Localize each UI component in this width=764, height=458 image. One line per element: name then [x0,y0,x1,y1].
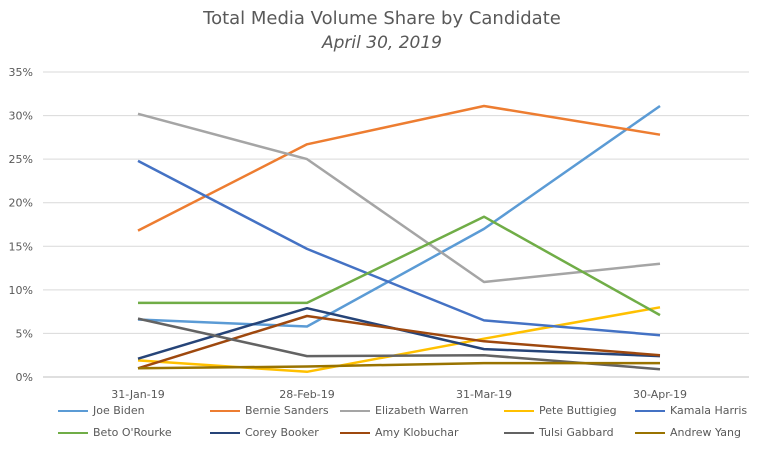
legend-label: Tulsi Gabbard [539,426,614,439]
series-line-kamala-harris [137,159,661,337]
legend-label: Amy Klobuchar [375,426,459,439]
y-tick-label: 0% [16,371,33,384]
chart-subtitle: April 30, 2019 [322,33,442,53]
legend-item: Joe Biden [58,404,145,417]
legend-label: Kamala Harris [670,404,748,417]
y-tick-label: 30% [9,110,33,123]
y-tick-label: 15% [9,240,33,253]
legend-label: Andrew Yang [670,426,741,439]
x-tick-label: 31-Jan-19 [111,388,165,401]
series-line-amy-klobuchar [137,314,661,370]
legend-swatch [340,410,370,412]
x-axis-ticks: 31-Jan-19 28-Feb-19 31-Mar-19 30-Apr-19 [111,388,687,401]
legend-item: Corey Booker [210,426,319,439]
legend-swatch [58,432,88,434]
legend-item: Beto O'Rourke [58,426,172,439]
y-tick-label: 5% [16,327,33,340]
legend-item: Tulsi Gabbard [504,426,614,439]
legend-item: Kamala Harris [635,404,747,417]
y-tick-label: 20% [9,197,33,210]
legend-label: Beto O'Rourke [93,426,172,439]
legend-swatch [504,410,534,412]
x-tick-label: 30-Apr-19 [633,388,687,401]
series-line-elizabeth-warren [137,112,661,284]
series-line-joe-biden [137,104,661,328]
y-tick-label: 35% [9,66,33,79]
legend-swatch [210,410,240,412]
legend-swatch [58,410,88,412]
series-line-beto-o-rourke [138,215,661,317]
legend-item: Bernie Sanders [210,404,329,417]
y-tick-label: 25% [9,153,33,166]
series-lines [137,104,661,374]
legend-label: Bernie Sanders [245,404,329,417]
legend-item: Pete Buttigieg [504,404,617,417]
legend-swatch [340,432,370,434]
y-tick-label: 10% [9,284,33,297]
legend-swatch [504,432,534,434]
legend-swatch [635,410,665,412]
legend-item: Amy Klobuchar [340,426,458,439]
x-tick-label: 31-Mar-19 [456,388,512,401]
x-tick-label: 28-Feb-19 [279,388,334,401]
chart-title: Total Media Volume Share by Candidate [203,8,561,29]
legend-item: Elizabeth Warren [340,404,468,417]
legend-item: Andrew Yang [635,426,741,439]
legend-label: Corey Booker [245,426,319,439]
series-line-andrew-yang [137,361,660,370]
legend-label: Pete Buttigieg [539,404,617,417]
y-axis-ticks: 0% 5% 10% 15% 20% 25% 30% 35% [9,66,33,384]
series-line-bernie-sanders [137,104,661,232]
legend-swatch [210,432,240,434]
legend-label: Elizabeth Warren [375,404,469,417]
legend-swatch [635,432,665,434]
legend-label: Joe Biden [93,404,145,417]
